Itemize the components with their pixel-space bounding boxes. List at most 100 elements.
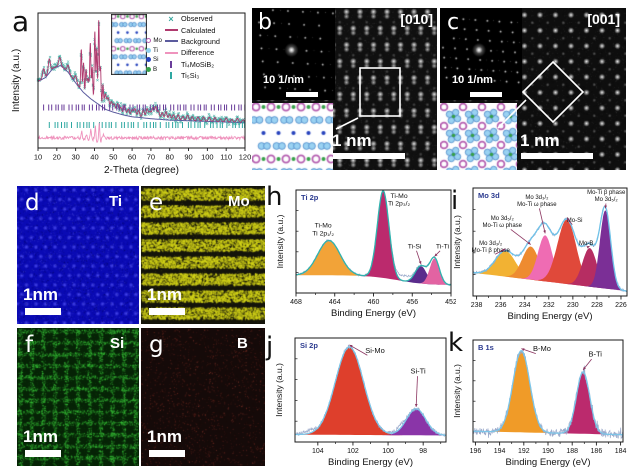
spectrum-title: Si 2p	[300, 341, 318, 350]
spectrum-title: B 1s	[478, 343, 494, 352]
x-tick-label: 90	[184, 153, 192, 162]
xrd-plot: 10 20 30 40 50 60 70 80 90 100 110 120 2-Theta (degr…	[11, 12, 252, 176]
legend-row: Difference	[163, 47, 220, 58]
ti-atom-icon	[146, 47, 151, 53]
xrd-legend: × Observed Calculated Background Differen…	[163, 13, 220, 81]
arrowhead-icon	[586, 246, 590, 249]
peak-annotation: Ti 2p₃/₂	[388, 201, 411, 208]
fft-scale-bar-b	[286, 92, 318, 97]
eds-map-si	[17, 328, 139, 466]
scale-bar-b	[333, 153, 405, 159]
x-tick-label: 80	[166, 153, 174, 162]
arrowhead-icon	[349, 344, 353, 348]
peak-annotation: B-Ti	[589, 350, 603, 359]
observed-marker-icon: ×	[168, 13, 174, 24]
x-axis-title: Binding Energy (eV)	[505, 457, 590, 468]
zone-axis-label-b: [010]	[400, 11, 433, 27]
eds-map-mo	[141, 186, 265, 324]
scale-bar-c	[521, 153, 593, 159]
legend-label: Ti₄MoSiB₂	[181, 59, 215, 69]
peak-annotation: Mo-Ti ω phase	[483, 223, 523, 229]
arrowhead-icon	[502, 248, 506, 252]
peak-annotation: B-Mo	[533, 344, 551, 353]
x-tick-label: 100	[382, 448, 394, 455]
xps-peak	[497, 246, 565, 284]
crystal-atom-legend: Mo Ti Si B	[146, 36, 162, 74]
x-tick-label: 70	[147, 153, 155, 162]
peak-annotation: Mo-Ti ω phase	[517, 202, 557, 208]
x-tick-label: 102	[347, 448, 359, 455]
peak-annotation: Mo-Si	[567, 218, 583, 224]
scale-bar-f	[25, 450, 61, 457]
x-tick-label: 196	[470, 448, 482, 455]
fft-inset-001	[440, 8, 522, 100]
scale-label-f: 1nm	[23, 427, 58, 446]
si-atom-icon	[146, 57, 151, 63]
y-axis-title: Intensity (a.u.)	[452, 215, 462, 269]
panel-d-letter: d	[25, 190, 40, 216]
atom-legend-row: Ti	[146, 46, 162, 56]
raw-spectrum-line	[472, 350, 624, 440]
panel-b-letter: b	[258, 10, 272, 35]
scale-label-c: 1 nm	[520, 131, 560, 150]
x-tick-label: 50	[109, 153, 117, 162]
xps-peak	[583, 210, 627, 292]
peak-annotation: Mo-B	[579, 241, 593, 247]
element-label-mo: Mo	[228, 193, 250, 210]
scale-bar-d	[25, 308, 61, 315]
x-tick-label: 186	[591, 448, 603, 455]
peak-annotation: Mo-Ti β phase	[587, 190, 626, 196]
mo-atom-icon	[146, 38, 152, 44]
x-tick-label: 190	[542, 448, 554, 455]
x-tick-label: 226	[615, 302, 627, 309]
arrowhead-icon	[434, 253, 438, 257]
scale-label-b: 1 nm	[332, 131, 372, 150]
scale-label-e: 1nm	[147, 285, 182, 304]
spectrum-title: Ti 2p	[301, 193, 319, 202]
envelope-line	[294, 346, 447, 436]
annotation-arrow	[335, 117, 359, 130]
x-tick-label: 236	[495, 302, 507, 309]
peak-annotation: Ti-Si	[408, 243, 422, 250]
panel-h-letter: h	[266, 182, 283, 212]
x-tick-label: 100	[201, 153, 214, 162]
arrowhead-icon	[521, 348, 525, 351]
peak-annotation: Ti-Mo	[391, 193, 408, 200]
legend-label: Calculated	[181, 25, 216, 35]
annotation-arrow	[415, 376, 418, 407]
scale-label-d: 1nm	[23, 285, 58, 304]
peak-annotation: Mo-Ti β phase	[472, 248, 511, 254]
phase2-tick-icon	[163, 72, 179, 80]
eds-map-b	[141, 328, 265, 466]
x-tick-label: 120	[239, 153, 252, 162]
legend-label: Ti₅Si₃	[181, 71, 200, 81]
peak-annotation: Ti 2p₁/₂	[312, 231, 334, 238]
xps-peak	[529, 219, 605, 289]
element-label-b: B	[237, 335, 248, 352]
calculated-line	[37, 20, 246, 123]
panel-f-letter: f	[25, 332, 34, 358]
xps-mo3d-plot: 238 236 234 232 230 228 226 Binding Energy (eV)…	[452, 187, 628, 322]
x-tick-label: 40	[90, 153, 98, 162]
annotation-arrow	[497, 99, 527, 129]
scale-bar-e	[149, 308, 185, 315]
crystal-structure-inset	[111, 14, 147, 75]
legend-label: Difference	[181, 48, 215, 58]
x-tick-label: 30	[71, 153, 79, 162]
fft-inset-010	[252, 8, 335, 100]
x-tick-label: 228	[591, 302, 603, 309]
bragg-ticks	[48, 122, 246, 129]
atom-label: Ti	[153, 46, 158, 54]
spectrum-title: Mo 3d	[478, 191, 500, 200]
legend-label: Background	[181, 36, 220, 46]
arrowhead-icon	[498, 124, 502, 128]
legend-label: Observed	[181, 14, 213, 24]
annotation-arrow	[510, 229, 531, 245]
x-axis-title: Binding Energy (eV)	[331, 308, 416, 319]
xps-si2p-plot: 104 102 100 98 Binding Energy (eV) Intensity …	[274, 337, 447, 468]
legend-row: × Observed	[163, 13, 220, 24]
panel-g-letter: g	[149, 332, 164, 358]
x-tick-label: 452	[445, 299, 456, 306]
xps-peak	[473, 250, 547, 282]
